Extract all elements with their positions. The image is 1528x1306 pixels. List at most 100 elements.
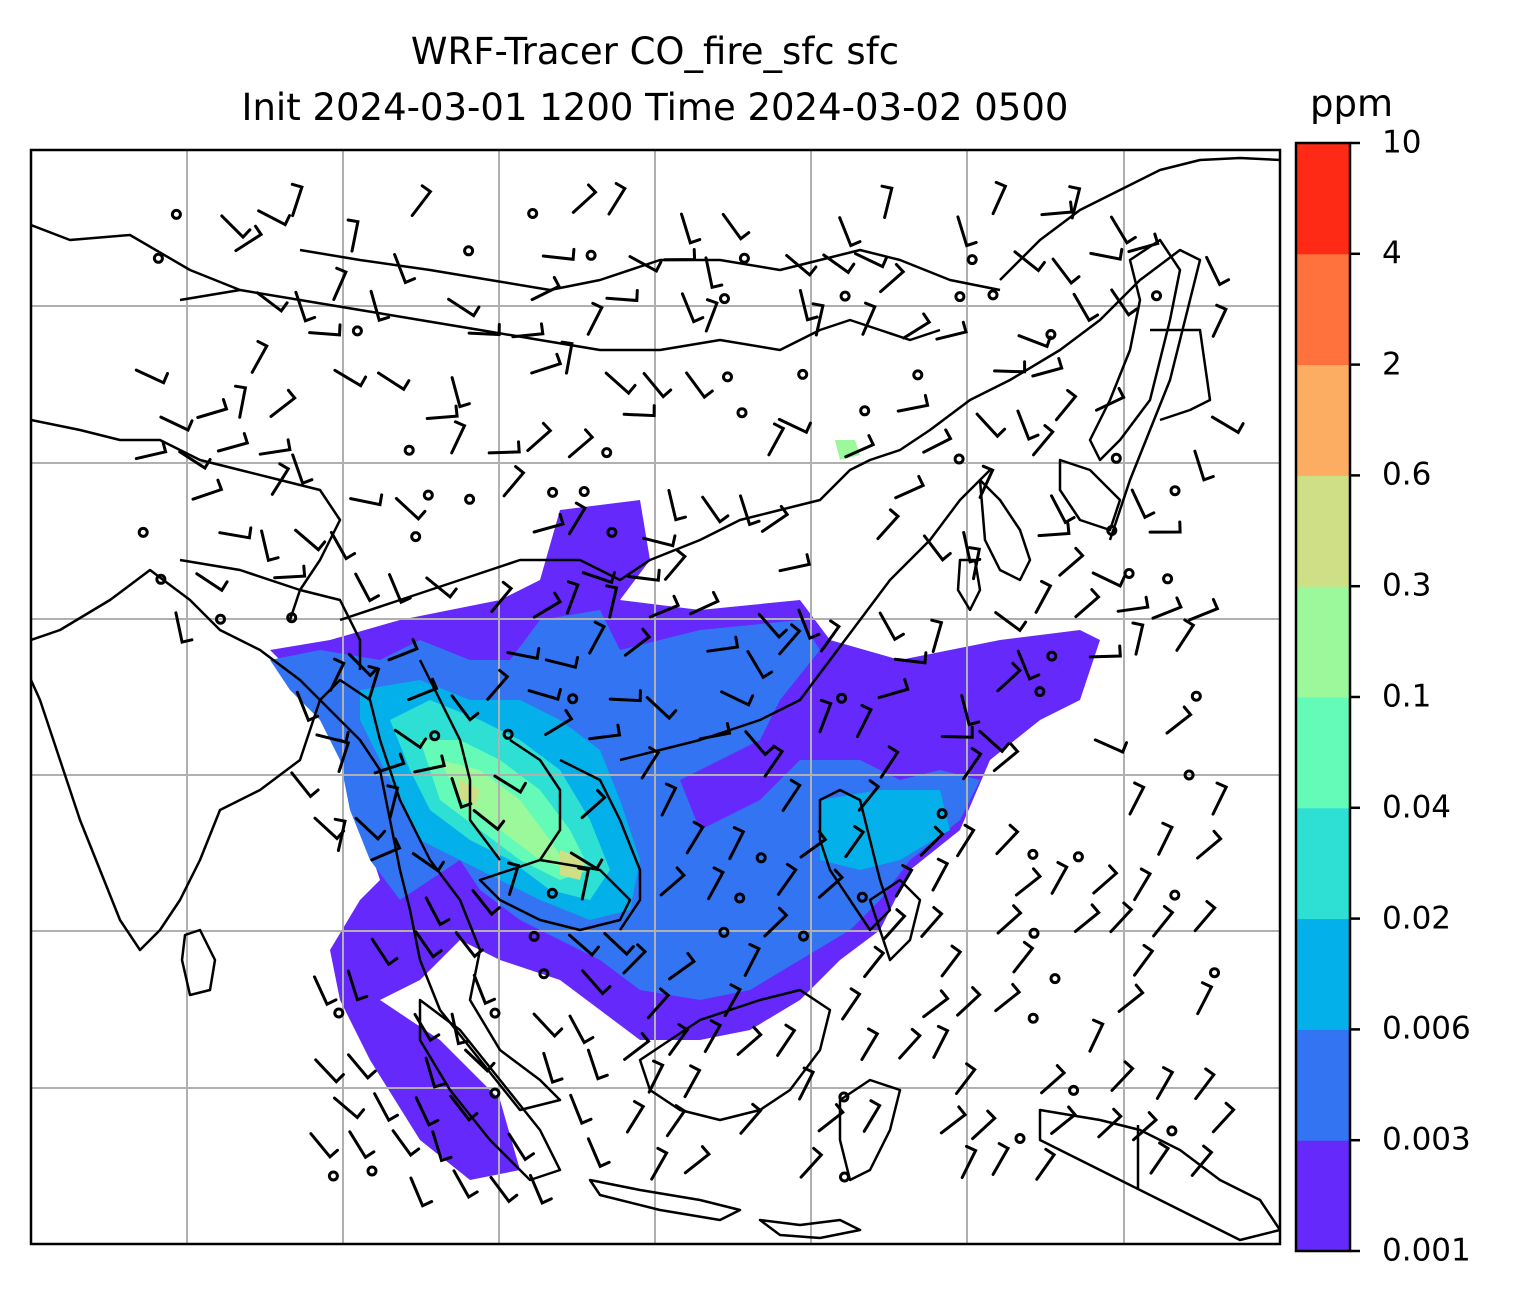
border-central-asia: [31, 418, 342, 621]
coastline-java: [588, 1178, 862, 1240]
wind-barb: [778, 553, 812, 573]
wind-barb: [526, 421, 553, 452]
colorbar-segment: [1296, 143, 1350, 255]
wind-barb: [698, 722, 732, 741]
wind-barb: [956, 215, 978, 248]
wind-barb: [1130, 488, 1156, 520]
wind-barb: [1110, 215, 1137, 245]
wind-barb: [532, 512, 565, 534]
wind-barb: [854, 252, 889, 269]
wind-barb: [348, 1130, 376, 1160]
calm-wind-marker: [547, 486, 559, 498]
wind-barb: [354, 572, 380, 603]
coastline-sri-lanka: [180, 928, 217, 997]
wind-barb: [346, 969, 369, 1002]
wind-barb: [134, 368, 169, 385]
wind-barb: [581, 969, 612, 996]
wind-barb: [1014, 867, 1043, 897]
calm-wind-marker: [403, 444, 415, 456]
colorbar-segment: [1296, 253, 1350, 366]
wind-barb: [894, 863, 914, 898]
wind-barb: [450, 777, 473, 810]
wind-barb: [588, 620, 607, 655]
wind-barb: [586, 1137, 611, 1169]
wind-barb: [960, 1144, 978, 1179]
wind-barb: [313, 975, 338, 1007]
wind-barb: [544, 656, 580, 670]
wind-barb: [993, 360, 1027, 374]
wind-barb: [683, 1145, 712, 1175]
wind-barb: [314, 1058, 345, 1084]
wind-barb: [668, 951, 697, 981]
wind-barb: [1034, 579, 1053, 614]
wind-barb: [1211, 303, 1228, 338]
wind-barb: [424, 1056, 446, 1089]
wind-barb: [1193, 900, 1217, 933]
wind-barb: [668, 1022, 690, 1056]
calm-wind-marker: [333, 1007, 345, 1019]
wind-barb: [329, 530, 357, 561]
wind-barb: [450, 694, 480, 722]
wind-barb: [1051, 257, 1081, 286]
wind-barb: [1193, 449, 1215, 482]
wind-barb: [723, 983, 742, 1018]
border-mongolia-china: [179, 288, 941, 352]
wind-barb: [370, 937, 399, 967]
wind-barb: [1017, 334, 1052, 349]
calm-wind-marker: [1209, 967, 1220, 979]
wind-barb: [955, 1062, 977, 1095]
wind-barb: [347, 1053, 377, 1080]
wind-barb: [387, 638, 419, 662]
wind-barb: [896, 394, 930, 413]
wind-barb: [760, 504, 790, 533]
wind-barb: [571, 183, 598, 214]
wind-barb: [1133, 867, 1153, 902]
calm-wind-marker: [966, 254, 978, 266]
calm-wind-marker: [578, 486, 590, 497]
wind-barb: [472, 973, 496, 1006]
wind-barbs: [134, 180, 1245, 1208]
calm-wind-marker: [601, 447, 613, 459]
wind-barb: [935, 320, 968, 341]
wind-barb: [736, 1025, 763, 1056]
wind-barb: [863, 945, 886, 979]
wind-barb: [1210, 415, 1245, 435]
wind-barb: [234, 224, 264, 253]
wind-barb: [369, 289, 391, 323]
wind-barb: [1196, 981, 1214, 1016]
wind-barb: [530, 276, 562, 302]
wind-barb: [739, 494, 761, 527]
wind-barb: [580, 788, 607, 820]
coastline-sumatra: [418, 998, 562, 1182]
wind-barb: [777, 417, 812, 435]
wind-barb: [820, 619, 842, 653]
calm-wind-marker: [1162, 573, 1174, 585]
wind-barb: [346, 218, 360, 253]
wind-barb: [1211, 1101, 1236, 1134]
wind-barb: [567, 501, 588, 536]
calm-wind-marker: [170, 208, 182, 220]
wind-barb: [931, 857, 950, 892]
wind-barb: [567, 428, 595, 459]
wind-barb: [467, 323, 501, 337]
wind-barb: [333, 817, 347, 852]
calm-wind-marker: [464, 493, 476, 505]
wind-barb: [922, 989, 950, 1019]
wind-barb: [291, 453, 314, 486]
wind-barb: [971, 1109, 997, 1141]
wind-barb: [1128, 781, 1146, 816]
wind-barb: [1152, 904, 1175, 938]
calm-wind-marker: [429, 730, 441, 742]
calm-wind-marker: [836, 692, 848, 704]
wind-barb: [879, 745, 900, 779]
calm-wind-marker: [722, 371, 733, 383]
wind-barb: [568, 1014, 595, 1045]
wind-barb: [646, 987, 671, 1020]
calm-wind-marker: [1027, 1012, 1039, 1024]
colorbar-tick-label: 0.02: [1382, 900, 1452, 937]
wind-barb: [704, 298, 719, 333]
colorbar: [1294, 141, 1360, 1253]
wind-barb: [370, 837, 402, 862]
wind-barb: [1054, 388, 1078, 422]
wind-barb: [1151, 596, 1183, 620]
